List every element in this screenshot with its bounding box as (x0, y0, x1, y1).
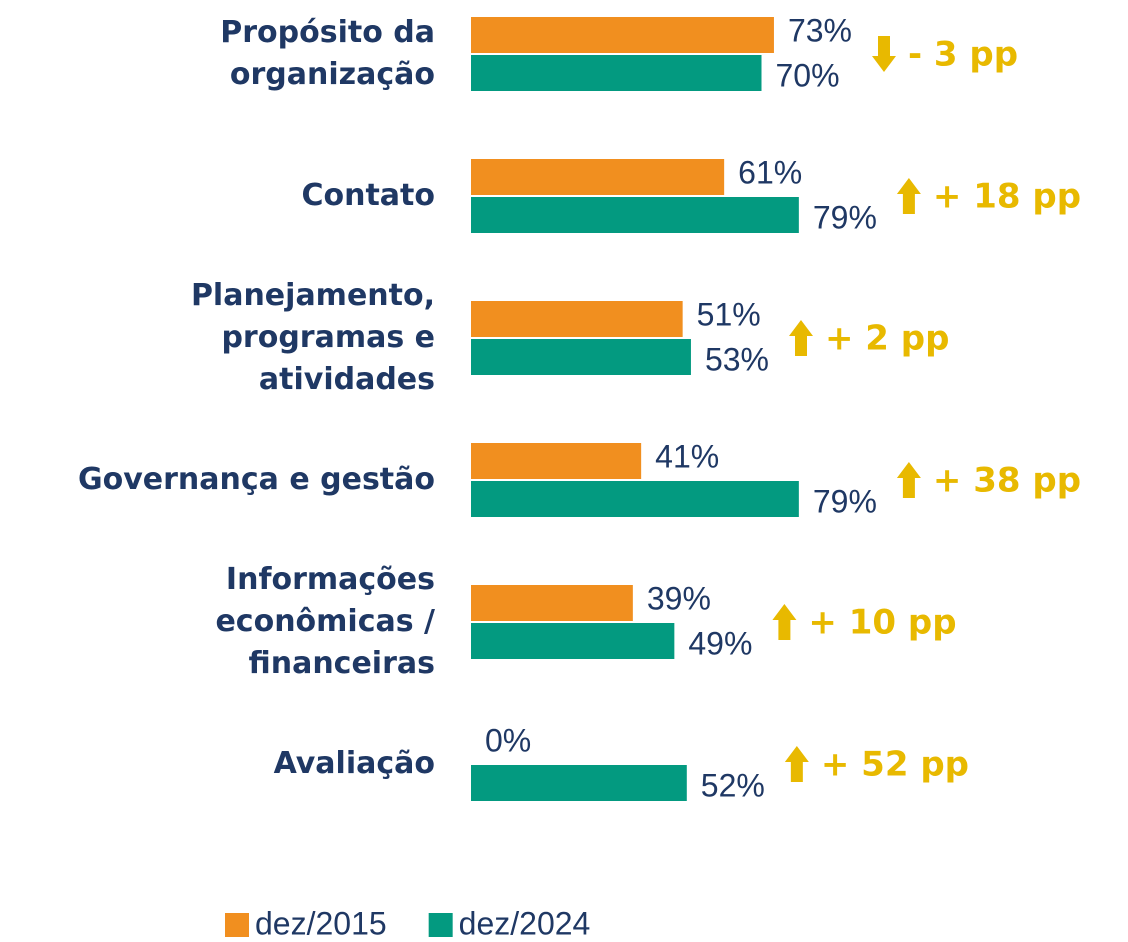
annotation: + 38 pp (933, 461, 1081, 501)
value-label: 51% (697, 296, 761, 332)
annotation-arrow (896, 462, 921, 498)
category-line: Avaliação (274, 746, 435, 781)
value-label: 53% (705, 341, 769, 377)
annotation: + 18 pp (933, 177, 1081, 217)
annotation: - 3 pp (908, 35, 1018, 75)
value-label: 61% (738, 154, 802, 190)
bar (471, 197, 799, 233)
value-label: 79% (813, 483, 877, 519)
bar (471, 623, 675, 659)
value-label: 41% (655, 438, 719, 474)
value-label: 79% (813, 199, 877, 235)
bar (471, 55, 762, 91)
category-line: Propósito da (220, 15, 435, 50)
annotation: + 10 pp (808, 603, 956, 643)
category-label: Avaliação (274, 746, 435, 781)
bar (471, 585, 633, 621)
category-line: programas e (221, 320, 435, 355)
legend-label: dez/2015 (255, 905, 387, 941)
annotation-arrow (788, 320, 813, 356)
category-line: financeiras (248, 646, 435, 681)
value-label: 70% (776, 57, 840, 93)
category-line: econômicas / (215, 604, 435, 639)
category-label: Informações econômicas / financeiras (215, 562, 435, 681)
legend-label: dez/2024 (459, 905, 591, 941)
category-line: organização (230, 57, 435, 92)
category-label: Propósito da organização (220, 15, 435, 92)
annotation: + 2 pp (825, 319, 950, 359)
category-line: Planejamento, (191, 278, 435, 313)
bar (471, 481, 799, 517)
annotation-arrow (772, 604, 797, 640)
bar (471, 17, 774, 53)
category-label: Governança e gestão (78, 462, 435, 497)
category-line: Informações (226, 562, 435, 597)
legend-swatch (428, 913, 453, 937)
annotation: + 52 pp (821, 745, 969, 785)
value-label: 39% (647, 580, 711, 616)
bar (471, 765, 687, 801)
annotation-arrow (896, 178, 921, 214)
category-line: atividades (259, 362, 435, 397)
value-label: 73% (788, 12, 852, 48)
bar (471, 159, 725, 195)
category-line: Governança e gestão (78, 462, 435, 497)
annotation-arrow (871, 36, 896, 72)
value-label: 52% (701, 767, 765, 803)
category-line: Contato (301, 178, 435, 213)
legend-swatch (225, 913, 249, 937)
value-label: 49% (688, 625, 752, 661)
bar (471, 339, 691, 375)
bar (471, 301, 683, 337)
bar (471, 443, 642, 479)
category-label: Contato (301, 178, 435, 213)
annotation-arrow (784, 746, 809, 782)
category-label: Planejamento, programas e atividades (191, 278, 435, 397)
value-label: 0% (485, 722, 531, 758)
